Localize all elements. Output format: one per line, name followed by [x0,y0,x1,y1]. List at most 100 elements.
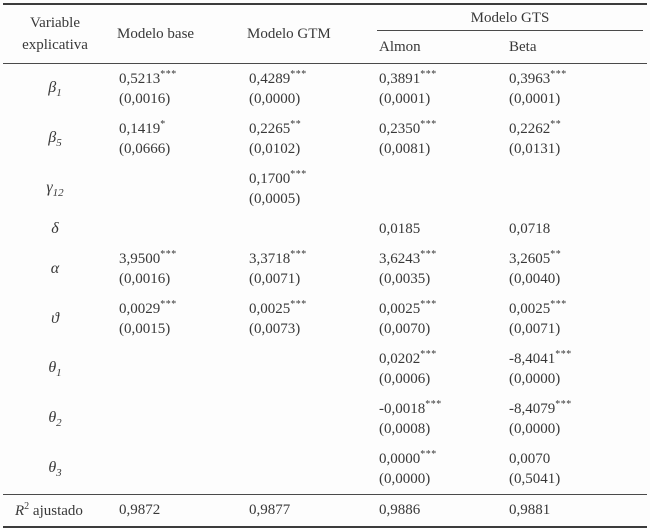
standard-error: (0,0040) [509,271,561,287]
header-variable-line2: explicativa [22,37,88,53]
variable-label: θ2 [48,408,62,430]
standard-error: (0,0102) [249,141,301,157]
table-row: β5 0,1419* (0,0666) 0,2265** (0,0102) 0,2350*… [3,114,647,164]
coefficient-value: 0,0070 [509,451,551,467]
coefficient-value: 0,2262** [509,119,562,138]
coefficient-cell: 0,3963*** (0,0001) [497,69,647,109]
header-modelo-gtm: Modelo GTM [247,25,331,42]
coefficient-value: 0,1700*** [249,169,307,188]
coefficient-value: 0,0000*** [379,449,437,468]
header-gts-almon: Almon [379,38,421,55]
coefficient-cell: 0,0025*** (0,0071) [497,299,647,339]
standard-error: (0,0016) [119,271,171,287]
coefficient-value: 0,5213*** [119,69,177,88]
coefficient-cell: 0,2265** (0,0102) [237,119,367,159]
significance-stars: *** [420,299,437,310]
significance-stars: *** [290,69,307,80]
variable-subscript: 12 [52,187,64,200]
standard-error: (0,0035) [379,271,431,287]
r-symbol: R [15,503,25,519]
significance-stars: *** [290,169,307,180]
coefficient-value: 0,0025*** [249,299,307,318]
coefficient-value: -0,0018*** [379,399,442,418]
variable-label: α [50,260,60,277]
table-row: θ1 0,0202*** (0,0006) -8,4041*** (0,0000) [3,344,647,394]
table-row: γ12 0,1700*** (0,0005) [3,164,647,214]
significance-stars: *** [555,399,572,410]
r-squared-value: 0,9877 [249,502,291,518]
coefficient-cell: 0,0025*** (0,0070) [367,299,497,339]
table-row: ϑ 0,0029*** (0,0015) 0,0025*** (0,0073) 0,002… [3,294,647,344]
table-row: β1 0,5213*** (0,0016) 0,4289*** (0,0000) 0,38… [3,64,647,114]
coefficient-value: 0,0718 [509,221,551,237]
significance-stars: *** [550,299,567,310]
coefficient-cell: 0,4289*** (0,0000) [237,69,367,109]
table-footer-row: R2 ajustado 0,9872 0,9877 0,9886 0,9881 [3,494,647,526]
r-squared-suffix: ajustado [29,503,83,519]
significance-stars: * [160,119,166,130]
coefficient-value: -8,4041*** [509,349,572,368]
standard-error: (0,0073) [249,321,301,337]
coefficient-value: 0,3963*** [509,69,567,88]
table-row: δ 0,0185 0,0718 [3,214,647,244]
significance-stars: *** [420,349,437,360]
significance-stars: *** [550,69,567,80]
coefficient-cell: -8,4041*** (0,0000) [497,349,647,389]
coefficient-cell: 0,0025*** (0,0073) [237,299,367,339]
table-row: θ2 -0,0018*** (0,0008) -8,4079*** (0,0000) [3,394,647,444]
coefficient-value: 0,0025*** [379,299,437,318]
coefficient-cell: 0,5213*** (0,0016) [107,69,237,109]
standard-error: (0,0008) [379,421,431,437]
coefficient-value: -8,4079*** [509,399,572,418]
standard-error: (0,0016) [119,91,171,107]
standard-error: (0,0081) [379,141,431,157]
standard-error: (0,0000) [379,471,431,487]
coefficient-cell: 3,9500*** (0,0016) [107,249,237,289]
standard-error: (0,5041) [509,471,561,487]
coefficient-cell: -8,4079*** (0,0000) [497,399,647,439]
variable-label: γ12 [46,178,64,200]
significance-stars: *** [420,249,437,260]
standard-error: (0,0005) [249,191,301,207]
coefficient-cell: 0,0718 [497,219,647,239]
standard-error: (0,0131) [509,141,561,157]
standard-error: (0,0000) [249,91,301,107]
coefficient-value: 0,1419* [119,119,166,138]
variable-subscript: 1 [56,367,62,380]
header-modelo-base: Modelo base [117,25,195,42]
table-row: θ3 0,0000*** (0,0000) 0,0070 (0,5041) [3,444,647,494]
header-modelo-gts: Modelo GTS [377,5,643,31]
standard-error: (0,0015) [119,321,171,337]
r-squared-value: 0,9872 [119,502,161,518]
variable-subscript: 2 [56,417,62,430]
coefficient-cell: 0,2350*** (0,0081) [367,119,497,159]
coefficient-value: 3,6243*** [379,249,437,268]
coefficient-value: 0,0029*** [119,299,177,318]
r-squared-value: 0,9881 [509,502,551,518]
coefficient-value: 0,0185 [379,221,421,237]
significance-stars: ** [550,249,562,260]
variable-subscript: 5 [56,137,62,150]
coefficient-cell: 0,0202*** (0,0006) [367,349,497,389]
variable-label: β1 [48,78,62,100]
regression-results-table: Variable explicativa Modelo base Modelo … [3,3,647,528]
header-gts-subcolumns: Almon Beta [367,31,647,63]
standard-error: (0,0071) [509,321,561,337]
coefficient-value: 0,3891*** [379,69,437,88]
significance-stars: *** [160,69,177,80]
coefficient-value: 3,9500*** [119,249,177,268]
coefficient-value: 0,2265** [249,119,302,138]
coefficient-cell: 0,0070 (0,5041) [497,449,647,489]
coefficient-cell: 0,1700*** (0,0005) [237,169,367,209]
coefficient-cell: 0,2262** (0,0131) [497,119,647,159]
coefficient-cell: 0,1419* (0,0666) [107,119,237,159]
coefficient-cell: 0,0185 [367,219,497,239]
variable-label: ϑ [51,310,59,327]
table-header: Variable explicativa Modelo base Modelo … [3,5,647,64]
coefficient-value: 3,3718*** [249,249,307,268]
coefficient-value: 0,0202*** [379,349,437,368]
r-squared-value: 0,9886 [379,502,421,518]
significance-stars: *** [290,249,307,260]
coefficient-value: 0,4289*** [249,69,307,88]
header-gts-beta: Beta [509,38,537,55]
